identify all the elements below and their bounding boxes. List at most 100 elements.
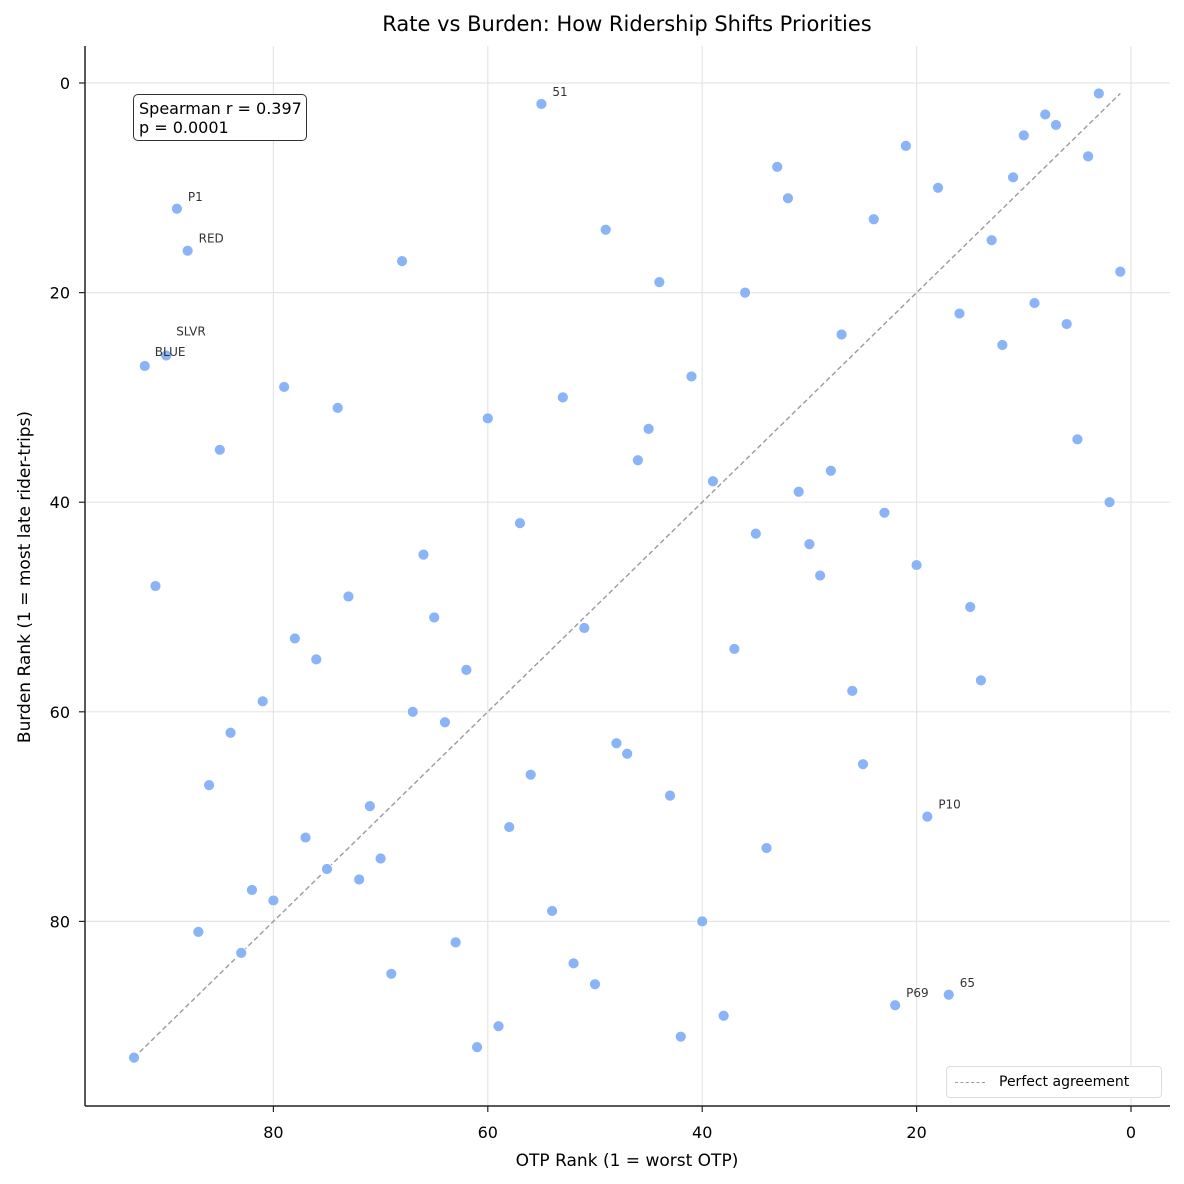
data-point [707, 475, 719, 488]
data-point [910, 559, 923, 571]
data-point [385, 967, 398, 980]
data-point [749, 527, 762, 540]
data-point [1082, 150, 1095, 163]
data-point [331, 401, 344, 414]
data-point [921, 810, 934, 823]
data-point [449, 936, 462, 949]
point-label: P69 [906, 986, 929, 1000]
y-axis-ticks: 0 20 40 60 80 [50, 74, 85, 931]
point-label: P10 [938, 798, 961, 812]
legend: Perfect agreement [946, 1066, 1162, 1098]
y-tick-label: 0 [60, 74, 70, 93]
data-point [567, 957, 580, 970]
y-tick-label: 40 [50, 493, 70, 512]
data-point [417, 548, 430, 561]
y-tick-label: 80 [50, 912, 70, 931]
data-point [824, 464, 837, 477]
data-point [1050, 119, 1062, 131]
data-point [878, 506, 891, 519]
point-label: BLUE [155, 345, 186, 359]
data-point [1017, 129, 1030, 142]
data-point [535, 98, 548, 110]
point-labels: 51 P1 RED SLVR BLUE P10 P69 65 [155, 85, 975, 1000]
data-point [203, 779, 215, 792]
data-point [792, 485, 805, 498]
point-label: 65 [960, 976, 975, 990]
data-point [363, 800, 376, 813]
grid-lines [85, 46, 1170, 1106]
point-label: 51 [552, 85, 567, 99]
data-point [524, 768, 537, 781]
data-point [310, 653, 323, 666]
data-point [717, 1009, 730, 1022]
data-point [942, 988, 955, 1001]
data-point [631, 454, 644, 467]
data-point [460, 663, 473, 676]
data-point [374, 852, 387, 865]
data-point [396, 255, 408, 268]
data-point [171, 202, 183, 215]
data-point [213, 443, 226, 456]
legend-label: Perfect agreement [999, 1074, 1130, 1090]
data-point [353, 873, 366, 886]
data-point [267, 894, 280, 907]
data-point [760, 842, 773, 854]
data-point [406, 705, 419, 718]
data-point [503, 821, 516, 833]
data-point [599, 223, 612, 236]
data-point [428, 611, 441, 624]
data-point [321, 863, 333, 875]
x-tick-label: 20 [906, 1123, 926, 1142]
data-point [235, 946, 248, 959]
data-point [288, 632, 301, 645]
data-point [964, 601, 977, 613]
x-tick-label: 40 [692, 1123, 712, 1142]
data-point [728, 643, 741, 655]
data-point [192, 925, 205, 938]
data-point [803, 538, 816, 551]
data-point [256, 695, 269, 708]
data-point [546, 905, 559, 917]
data-point [471, 1041, 483, 1054]
data-point [953, 307, 966, 320]
data-point [1071, 433, 1084, 446]
data-point [556, 391, 569, 404]
data-point [1092, 87, 1105, 100]
data-point [996, 339, 1009, 351]
x-tick-label: 60 [478, 1123, 498, 1142]
data-point [782, 192, 794, 205]
data-point [932, 181, 944, 194]
data-point [439, 716, 451, 729]
point-label: P1 [188, 190, 203, 204]
data-point [128, 1051, 140, 1064]
axes [84, 46, 1170, 1107]
perfect-agreement-line [133, 92, 1121, 1059]
data-point [664, 789, 676, 802]
data-point [149, 580, 162, 592]
data-point [1007, 171, 1019, 184]
x-axis-label: OTP Rank (1 = worst OTP) [516, 1151, 739, 1171]
data-point [246, 884, 258, 896]
data-point [492, 1020, 505, 1033]
data-point [685, 370, 698, 383]
data-point [589, 978, 601, 991]
data-point [1114, 265, 1127, 278]
data-point [481, 412, 494, 425]
data-point [857, 758, 869, 771]
data-point [621, 747, 634, 760]
point-label: RED [199, 232, 224, 246]
data-point [814, 569, 827, 582]
data-point [899, 139, 912, 152]
data-point [674, 1030, 687, 1043]
dashed-line-swatch-icon [955, 1081, 985, 1083]
data-point [696, 915, 709, 928]
data-point [610, 737, 623, 750]
data-point [1103, 496, 1116, 509]
data-point [181, 244, 194, 257]
data-point [653, 276, 666, 289]
data-point [642, 422, 655, 435]
data-point [278, 381, 291, 393]
y-axis-label: Burden Rank (1 = most late rider-trips) [15, 411, 35, 743]
data-point [514, 517, 526, 530]
